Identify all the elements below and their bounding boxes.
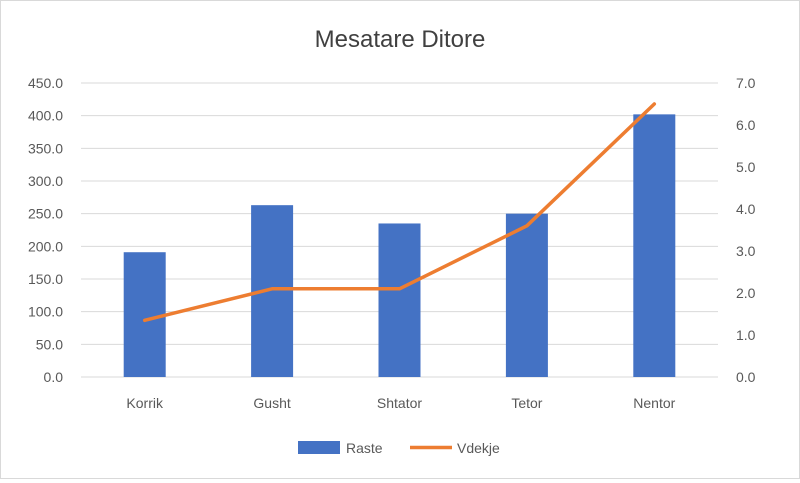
x-tick-label: Gusht — [253, 395, 290, 411]
y-right-tick-label: 1.0 — [736, 327, 756, 343]
line-series-vdekje — [145, 104, 655, 321]
line-vdekje — [145, 104, 655, 320]
y-left-tick-label: 100.0 — [28, 304, 63, 320]
y-left-tick-label: 400.0 — [28, 108, 63, 124]
y-right-tick-label: 6.0 — [736, 117, 756, 133]
legend-label-vdekje: Vdekje — [457, 440, 500, 456]
bar-raste — [633, 114, 675, 377]
y-right-tick-label: 3.0 — [736, 243, 756, 259]
y-left-tick-label: 450.0 — [28, 75, 63, 91]
y-right-tick-label: 0.0 — [736, 369, 756, 385]
y-left-tick-label: 350.0 — [28, 140, 63, 156]
y-left-tick-label: 300.0 — [28, 173, 63, 189]
chart-title: Mesatare Ditore — [315, 26, 486, 53]
legend-label-raste: Raste — [346, 440, 383, 456]
x-tick-label: Korrik — [126, 395, 164, 411]
bar-series-raste — [124, 114, 676, 377]
y-left-tick-label: 50.0 — [36, 336, 63, 352]
y-right-tick-label: 5.0 — [736, 159, 756, 175]
bar-raste — [379, 223, 421, 377]
y-left-tick-label: 0.0 — [44, 369, 64, 385]
legend-swatch-raste — [298, 441, 340, 454]
x-axis: Korrik Gusht Shtator Tetor Nentor — [126, 395, 675, 411]
x-tick-label: Nentor — [633, 395, 675, 411]
y-right-tick-label: 4.0 — [736, 201, 756, 217]
y-right-tick-label: 7.0 — [736, 75, 756, 91]
bar-raste — [506, 214, 548, 377]
y-left-tick-label: 250.0 — [28, 206, 63, 222]
x-tick-label: Tetor — [511, 395, 542, 411]
y-left-tick-label: 150.0 — [28, 271, 63, 287]
x-tick-label: Shtator — [377, 395, 422, 411]
y-axis-left: 0.0 50.0 100.0 150.0 200.0 250.0 300.0 350.0 400… — [28, 75, 63, 385]
bar-raste — [124, 252, 166, 377]
y-right-tick-label: 2.0 — [736, 285, 756, 301]
y-axis-right: 0.0 1.0 2.0 3.0 4.0 5.0 6.0 7.0 — [736, 75, 756, 385]
y-left-tick-label: 200.0 — [28, 238, 63, 254]
legend: Raste Vdekje — [298, 440, 500, 456]
